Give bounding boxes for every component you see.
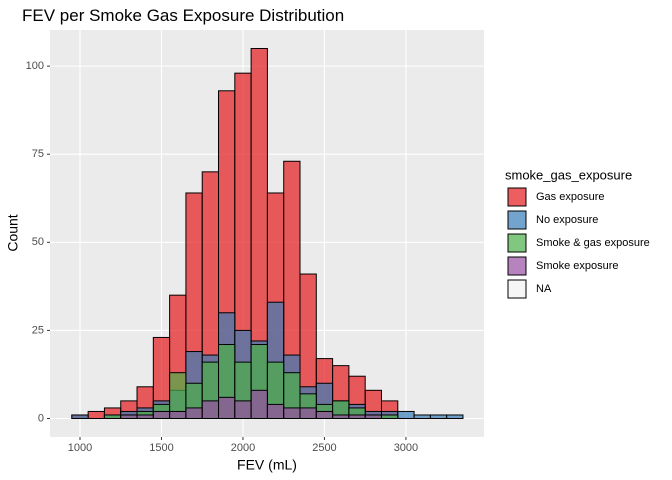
legend-label: Smoke & gas exposure [536, 237, 650, 249]
bar [218, 396, 236, 420]
legend-title: smoke_gas_exposure [505, 167, 632, 182]
bar [136, 414, 154, 420]
legend-label: NA [536, 283, 552, 295]
legend-label: No exposure [536, 214, 598, 226]
y-tick-label: 100 [26, 60, 44, 72]
x-tick-label: 3000 [394, 442, 418, 454]
legend-swatch [507, 256, 527, 276]
bar [234, 400, 252, 419]
bar [397, 410, 415, 420]
bar [169, 410, 187, 420]
bar [348, 414, 366, 420]
bar [266, 403, 285, 419]
y-axis-title: Count [5, 214, 21, 251]
legend-swatch [507, 210, 527, 230]
legend-label: Smoke exposure [536, 260, 619, 272]
bar [446, 414, 464, 420]
bar [332, 414, 350, 420]
legend-swatch [507, 187, 527, 207]
bar [380, 414, 399, 420]
bar [413, 414, 431, 420]
legend-swatch [507, 279, 527, 299]
bar [315, 410, 334, 420]
bar [152, 410, 171, 420]
legend-label: Gas exposure [536, 191, 604, 203]
x-tick-label: 2500 [312, 442, 336, 454]
bar [201, 400, 220, 419]
bar [250, 389, 268, 419]
y-tick-label: 0 [38, 412, 44, 424]
x-axis-title: FEV (mL) [237, 457, 297, 473]
x-tick-label: 1000 [68, 442, 92, 454]
legend-swatch [507, 233, 527, 253]
bar [120, 414, 138, 420]
y-tick-label: 50 [32, 236, 44, 248]
bar [283, 407, 301, 419]
y-tick-label: 75 [32, 148, 44, 160]
x-tick-label: 1500 [149, 442, 173, 454]
bar [299, 407, 317, 419]
bar [429, 414, 448, 420]
bar [364, 414, 382, 420]
bar [87, 410, 105, 420]
chart-title: FEV per Smoke Gas Exposure Distribution [22, 6, 344, 25]
y-tick-label: 25 [32, 324, 44, 336]
bar [71, 414, 89, 420]
bar [103, 414, 122, 420]
x-tick-label: 2000 [231, 442, 255, 454]
bar [185, 407, 203, 419]
